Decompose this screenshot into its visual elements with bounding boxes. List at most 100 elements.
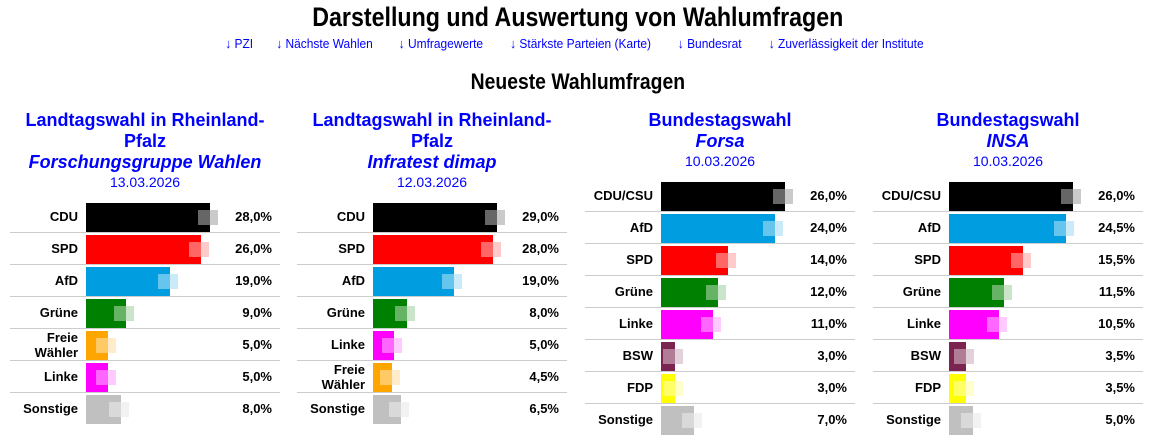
result-row: Freie Wähler 4,5%	[297, 361, 567, 393]
nav-link-bundesrat[interactable]: ↓ Bundesrat	[677, 36, 742, 51]
party-value: 5,0%	[1105, 412, 1135, 427]
party-value: 5,0%	[242, 369, 272, 384]
result-row: FDP 3,5%	[873, 372, 1143, 404]
institute-name[interactable]: Forschungsgruppe Wahlen	[28, 152, 262, 172]
poll-results: CDU/CSU 26,0% AfD 24,5% SPD 15,5% Grüne 11,5% Li…	[873, 180, 1143, 435]
party-label: Sonstige	[886, 412, 941, 427]
previous-range-marker	[991, 285, 1012, 300]
previous-range-marker	[715, 253, 736, 268]
party-bar	[373, 363, 393, 392]
previous-range-marker	[763, 221, 784, 236]
election-name[interactable]: Landtagswahl in Rheinland-Pfalz	[25, 110, 265, 151]
nav-link-naechste-wahlen[interactable]: ↓ Nächste Wahlen	[276, 36, 374, 51]
bar-cell	[373, 266, 503, 296]
bar-cell	[86, 234, 216, 264]
party-label: CDU	[49, 209, 78, 224]
result-row: SPD 26,0%	[10, 233, 280, 265]
party-label: FDP	[627, 380, 653, 395]
party-label: Grüne	[614, 284, 653, 299]
election-name[interactable]: Bundestagswahl	[648, 110, 792, 130]
result-row: Sonstige 8,0%	[10, 393, 280, 424]
party-bar	[949, 214, 1066, 243]
result-row: Sonstige 5,0%	[873, 404, 1143, 435]
party-value: 28,0%	[235, 209, 272, 224]
party-value: 9,0%	[242, 305, 272, 320]
bar-cell	[949, 341, 1079, 371]
previous-range-marker	[158, 274, 179, 289]
previous-range-marker	[96, 370, 117, 385]
party-value: 5,0%	[242, 337, 272, 352]
bar-cell	[373, 394, 503, 424]
poll-results: CDU/CSU 26,0% AfD 24,0% SPD 14,0% Grüne 12,0% Li…	[585, 180, 855, 435]
institute-name[interactable]: INSA	[986, 131, 1030, 151]
result-row: Sonstige 6,5%	[297, 393, 567, 424]
previous-range-marker	[953, 381, 974, 396]
poll-date: 13.03.2026	[109, 174, 181, 190]
party-value: 8,0%	[242, 401, 272, 416]
party-bar	[86, 363, 109, 392]
result-row: Linke 11,0%	[585, 308, 855, 340]
poll-date: 10.03.2026	[684, 153, 756, 169]
party-label: Sonstige	[598, 412, 653, 427]
poll-title[interactable]: Landtagswahl in Rheinland-Pfalz Forschung…	[10, 110, 280, 173]
institute-name[interactable]: Infratest dimap	[367, 152, 497, 172]
poll-card: Bundestagswahl INSA 10.03.2026 CDU/CSU 26,0%…	[873, 110, 1143, 435]
previous-range-marker	[485, 210, 505, 225]
poll-title[interactable]: Bundestagswahl Forsa	[585, 110, 855, 152]
bar-cell	[373, 234, 503, 264]
previous-range-marker	[113, 306, 134, 321]
party-label: AfD	[54, 273, 78, 288]
party-value: 26,0%	[1098, 188, 1135, 203]
previous-range-marker	[380, 370, 401, 385]
bar-cell	[949, 373, 1079, 403]
party-bar	[949, 310, 1000, 339]
result-row: BSW 3,5%	[873, 340, 1143, 372]
bar-cell	[373, 298, 503, 328]
party-label: Freie Wähler	[34, 329, 78, 360]
bar-cell	[949, 245, 1079, 275]
previous-range-marker	[480, 242, 501, 257]
poll-results: CDU 29,0% SPD 28,0% AfD 19,0% Grüne 8,0% Linke 5,…	[297, 201, 567, 424]
party-value: 11,0%	[810, 316, 847, 331]
poll-title[interactable]: Bundestagswahl INSA	[873, 110, 1143, 152]
election-name[interactable]: Landtagswahl in Rheinland-Pfalz	[312, 110, 552, 151]
result-row: SPD 15,5%	[873, 244, 1143, 276]
previous-range-marker	[701, 317, 722, 332]
bar-cell	[949, 405, 1079, 435]
election-name[interactable]: Bundestagswahl	[936, 110, 1080, 130]
party-bar	[86, 395, 122, 424]
bar-cell	[661, 181, 793, 211]
nav-link-zuverlaessigkeit[interactable]: ↓ Zuverlässigkeit der Institute	[768, 36, 924, 51]
party-label: SPD	[338, 241, 365, 256]
nav-link-pzi[interactable]: ↓ PZI	[225, 36, 254, 51]
previous-range-marker	[663, 381, 684, 396]
result-row: SPD 28,0%	[297, 233, 567, 265]
party-value: 7,0%	[817, 412, 847, 427]
result-row: FDP 3,0%	[585, 372, 855, 404]
party-bar	[373, 299, 408, 328]
party-value: 26,0%	[235, 241, 272, 256]
result-row: Grüne 9,0%	[10, 297, 280, 329]
previous-range-marker	[198, 210, 218, 225]
party-bar	[949, 246, 1023, 275]
party-label: CDU	[336, 209, 365, 224]
bar-cell	[86, 298, 216, 328]
result-row: AfD 19,0%	[10, 265, 280, 297]
result-row: Linke 10,5%	[873, 308, 1143, 340]
party-bar	[661, 278, 719, 307]
result-row: CDU/CSU 26,0%	[873, 180, 1143, 212]
previous-range-marker	[1053, 221, 1074, 236]
party-label: Linke	[44, 369, 78, 384]
poll-title[interactable]: Landtagswahl in Rheinland-Pfalz Infratest…	[297, 110, 567, 173]
party-label: Sonstige	[23, 401, 78, 416]
poll-date: 10.03.2026	[972, 153, 1044, 169]
party-value: 19,0%	[235, 273, 272, 288]
party-value: 12,0%	[810, 284, 847, 299]
institute-name[interactable]: Forsa	[695, 131, 745, 151]
previous-range-marker	[773, 189, 793, 204]
party-value: 3,5%	[1105, 348, 1135, 363]
nav-link-umfragewerte[interactable]: ↓ Umfragewerte	[398, 36, 484, 51]
party-label: Linke	[619, 316, 653, 331]
party-bar	[949, 406, 973, 435]
nav-link-staerkste-parteien[interactable]: ↓ Stärkste Parteien (Karte)	[510, 36, 652, 51]
